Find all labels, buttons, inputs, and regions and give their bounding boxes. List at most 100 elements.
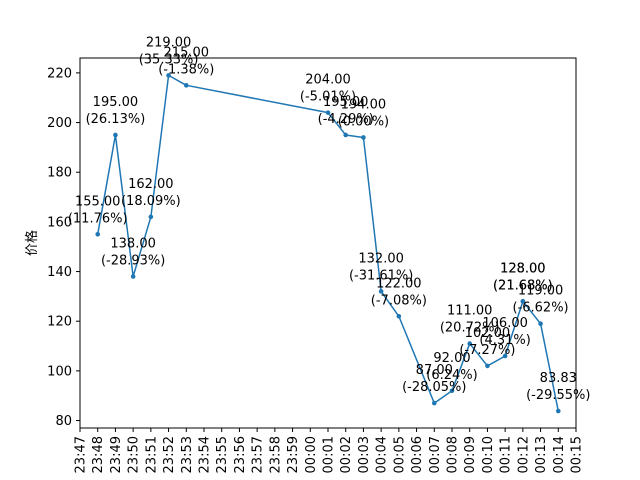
x-tick-label: 23:47 [74,436,89,473]
value-label: 132.00 [358,251,404,266]
pct-label: (6.24%) [426,368,477,383]
x-tick-label: 00:11 [499,436,514,473]
y-tick-label: 160 [47,215,72,230]
data-point [95,232,101,237]
pct-label: (-7.08%) [371,293,427,308]
pct-label: (-1.38%) [158,62,214,77]
value-label: 87.00 [416,363,453,378]
x-tick-label: 23:48 [91,436,106,473]
x-tick-label: 00:14 [552,436,567,473]
y-axis: 80 100 120 140 160 180 200 220 [47,66,80,429]
pct-label: (-28.05%) [402,380,466,395]
x-tick-label: 00:04 [375,436,390,473]
data-point [183,83,189,88]
x-tick-label: 00:08 [446,436,461,473]
pct-label: (18.09%) [121,194,181,209]
value-label: 162.00 [128,177,174,192]
x-tick-label: 23:58 [268,436,283,473]
pct-label: (21.68%) [493,278,553,293]
data-point [431,400,437,406]
pct-label: (26.13%) [86,112,146,127]
pct-label: (-31.61%) [349,268,413,283]
x-tick-label: 23:55 [215,436,230,473]
x-tick-label: 00:00 [304,436,319,473]
pct-label: (-28.93%) [101,254,165,269]
data-point [343,132,349,138]
value-label: 119.00 [518,284,564,299]
pct-label: (21.68%) [493,278,553,293]
data-point [361,135,366,140]
data-point [148,214,154,220]
pct-label: (-29.55%) [526,388,590,403]
x-tick-label: 23:51 [144,436,159,473]
data-point [325,110,331,115]
pct-label: (0.00%) [338,114,389,129]
data-point [130,274,136,279]
pct-label: (11.76%) [68,211,128,226]
x-tick-label: 00:13 [534,436,549,473]
x-tick-label: 23:53 [180,436,195,473]
pct-label: (35.33%) [139,52,199,67]
x-axis: 23:47 23:48 23:49 23:50 23:51 23:52 23:53 23:54… [74,428,585,473]
x-tick-label: 23:49 [109,436,124,473]
x-tick-label: 00:09 [463,436,478,473]
x-tick-label: 23:54 [198,436,213,473]
pct-label: (20.72%) [440,321,500,336]
x-tick-label: 00:15 [570,436,585,473]
x-tick-label: 23:50 [127,436,142,473]
value-label: 102.00 [465,326,511,341]
data-point [113,132,118,138]
data-point [378,289,384,294]
value-label: 92.00 [433,351,470,366]
x-tick-label: 23:59 [286,436,301,473]
y-tick-label: 220 [47,66,72,81]
x-tick-label: 00:01 [322,436,337,473]
value-label: 106.00 [482,316,528,331]
value-label: 195.00 [93,95,139,110]
y-axis-title: 价格 [24,230,40,256]
y-tick-label: 200 [47,116,72,131]
x-tick-label: 23:52 [162,436,177,473]
y-tick-label: 100 [47,364,72,379]
data-point [555,408,561,414]
value-label: 83.83 [540,371,577,386]
x-tick-label: 00:10 [481,436,496,473]
x-tick-label: 00:02 [339,436,354,473]
data-labels: 155.00 (11.76%) 195.00 (26.13%) 138.00 (-28.9… [68,35,591,403]
pct-label: (-6.62%) [513,301,569,316]
pct-label: (-4.29%) [318,112,374,127]
y-tick-label: 120 [47,315,72,330]
value-label: 111.00 [447,304,493,319]
data-point [449,388,455,394]
y-tick-label: 180 [47,166,72,181]
data-points [95,73,561,414]
data-point [485,363,490,369]
data-point [166,73,171,78]
pct-label: (-7.27%) [459,343,515,358]
x-tick-label: 00:12 [516,436,531,473]
value-label: 122.00 [376,276,422,291]
x-tick-label: 00:03 [357,436,372,473]
value-label: 219.00 [146,35,192,50]
x-tick-label: 00:05 [392,436,407,473]
value-label: 128.00 [500,261,546,276]
data-point [538,321,543,327]
x-tick-label: 23:57 [251,436,266,473]
value-label: 215.00 [164,45,210,60]
data-point [396,313,402,319]
x-tick-label: 00:07 [428,436,443,473]
pct-label: (-5.01%) [300,90,356,105]
x-tick-label: 23:56 [233,436,248,473]
x-tick-label: 00:06 [410,436,425,473]
data-point [502,353,508,359]
value-label: 155.00 [75,194,121,209]
pct-label: (4.31%) [479,333,530,348]
value-label: 194.00 [341,97,387,112]
value-label: 204.00 [305,73,351,88]
value-label: 128.00 [500,261,546,276]
data-point [520,299,526,304]
y-tick-label: 140 [47,265,72,280]
y-tick-label: 80 [55,414,72,429]
data-point [467,341,473,346]
